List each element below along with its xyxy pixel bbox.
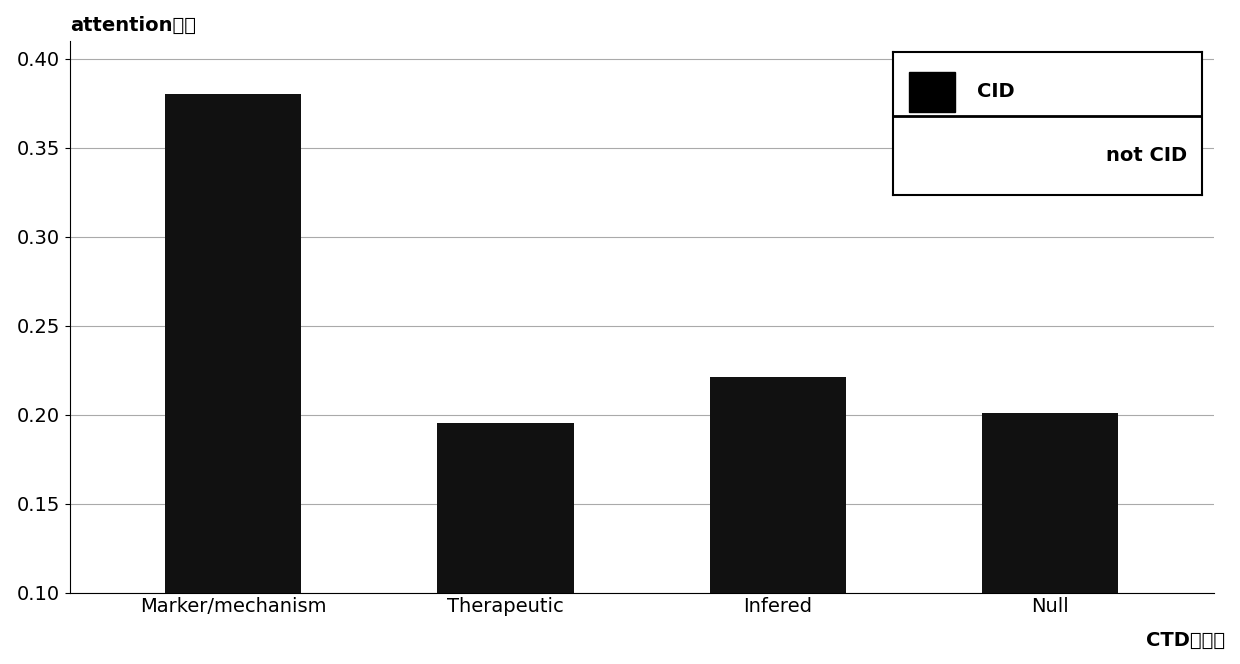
Bar — [709, 377, 846, 664]
Bar — [438, 424, 574, 664]
Bar — [982, 413, 1118, 664]
Text: CTD中关系: CTD中关系 — [1146, 631, 1225, 650]
Bar — [165, 94, 301, 664]
Text: attention权値: attention权値 — [69, 16, 196, 35]
